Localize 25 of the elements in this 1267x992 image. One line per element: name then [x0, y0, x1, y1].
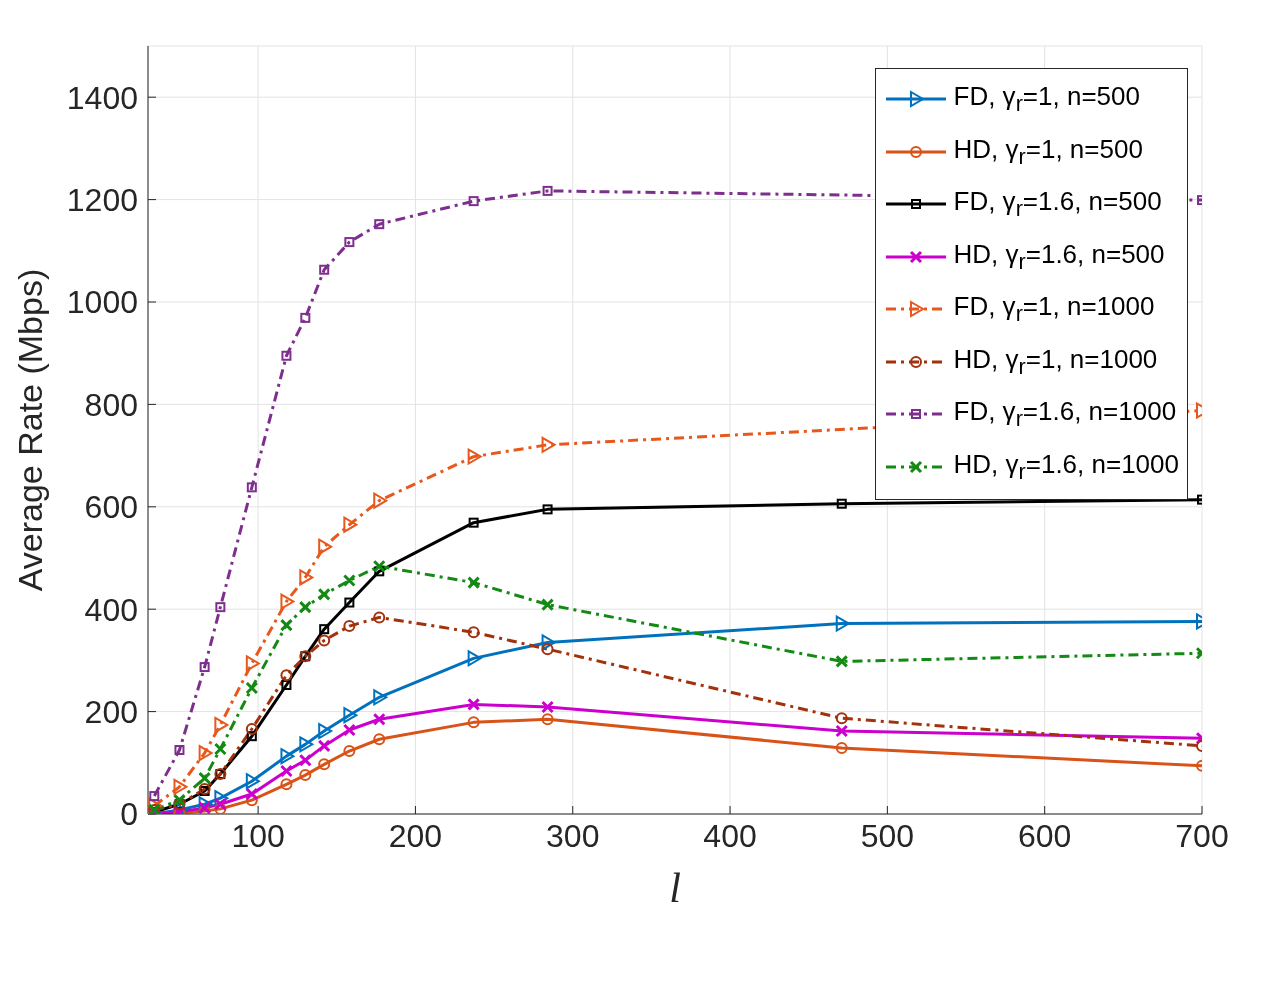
legend-label: HD, γ$_{r}$=1.6, n=500	[953, 238, 1165, 275]
y-axis-title: Average Rate (Mbps)	[11, 268, 50, 592]
legend-label: HD, γ$_{r}$=1, n=500	[953, 133, 1143, 170]
legend-label: HD, γ$_{r}$=1, n=1000	[953, 343, 1158, 380]
y-tick-label: 600	[84, 489, 138, 526]
x-tick-label: 300	[546, 817, 600, 854]
y-tick-label: 0	[120, 796, 138, 833]
y-tick-label: 1000	[66, 284, 138, 321]
y-tick-label: 1400	[66, 79, 138, 116]
legend-label: HD, γ$_{r}$=1.6, n=1000	[953, 448, 1179, 485]
x-tick-label: 400	[703, 817, 757, 854]
x-tick-label: 500	[860, 817, 915, 854]
legend-label: FD, γ$_{r}$=1.6, n=1000	[953, 396, 1177, 433]
y-tick-label: 200	[84, 693, 138, 730]
legend-label: FD, γ$_{r}$=1, n=500	[953, 81, 1140, 118]
y-tick-label: 1200	[66, 181, 138, 218]
legend-label: FD, γ$_{r}$=1.6, n=500	[953, 186, 1162, 223]
x-tick-label: 200	[388, 817, 443, 854]
x-tick-label: 600	[1017, 817, 1072, 854]
x-tick-label: 100	[231, 817, 285, 854]
y-tick-label: 400	[84, 591, 138, 628]
legend-label: FD, γ$_{r}$=1, n=1000	[953, 291, 1155, 328]
x-axis-title: l	[669, 865, 681, 911]
x-tick-label: 700	[1175, 817, 1229, 854]
y-tick-label: 800	[84, 386, 138, 423]
